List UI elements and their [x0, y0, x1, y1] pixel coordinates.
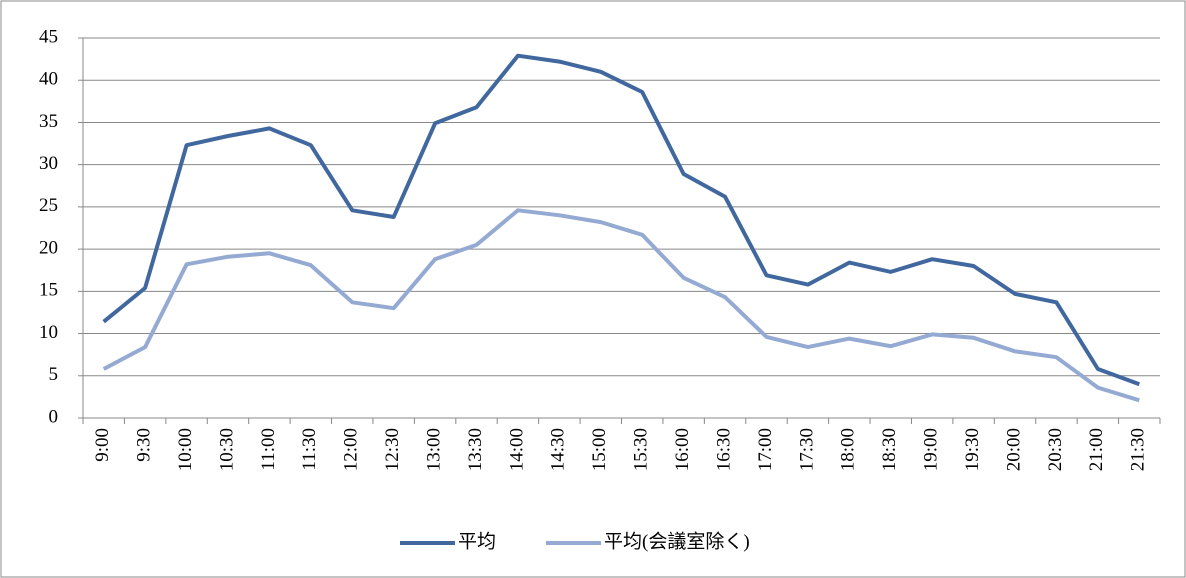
series-line	[102, 208, 1140, 403]
x-tick-label: 20:30	[1045, 428, 1066, 471]
x-tick-label: 13:00	[423, 428, 444, 471]
x-tick-label: 20:00	[1003, 428, 1024, 471]
x-tick-label: 18:30	[879, 428, 900, 471]
x-tick-label: 11:30	[299, 428, 320, 471]
x-tick-label: 12:30	[382, 428, 403, 471]
x-tick-label: 12:00	[341, 428, 362, 471]
x-tick-label: 11:00	[258, 428, 279, 471]
x-tick-label: 17:30	[796, 428, 817, 471]
y-tick-label: 40	[39, 69, 58, 90]
legend-label: 平均(会議室除く)	[604, 530, 750, 552]
x-tick-label: 14:30	[548, 428, 569, 471]
legend-label: 平均	[458, 530, 496, 552]
y-tick-label: 20	[39, 237, 58, 258]
x-tick-label: 18:00	[838, 428, 859, 471]
x-tick-label: 13:30	[465, 428, 486, 471]
x-tick-label: 21:30	[1128, 428, 1149, 471]
x-tick-label: 15:00	[589, 428, 610, 471]
y-tick-label: 25	[39, 195, 58, 216]
x-tick-label: 16:30	[713, 428, 734, 471]
x-tick-label: 10:30	[216, 428, 237, 471]
x-tick-label: 19:00	[921, 428, 942, 471]
y-tick-label: 30	[39, 153, 58, 174]
y-tick-label: 5	[49, 364, 59, 385]
x-tick-label: 21:00	[1086, 428, 1107, 471]
x-tick-label: 10:00	[175, 428, 196, 471]
x-tick-label: 9:30	[133, 428, 154, 462]
y-tick-label: 45	[39, 26, 58, 47]
x-tick-label: 9:00	[92, 428, 113, 462]
y-tick-label: 15	[39, 280, 58, 301]
y-tick-label: 0	[49, 406, 59, 427]
y-tick-label: 10	[39, 322, 58, 343]
x-tick-label: 14:00	[506, 428, 527, 471]
x-tick-label: 17:00	[755, 428, 776, 471]
x-tick-label: 16:00	[672, 428, 693, 471]
x-tick-label: 19:30	[962, 428, 983, 471]
series-line	[102, 53, 1140, 387]
y-tick-label: 35	[39, 111, 58, 132]
x-tick-label: 15:30	[631, 428, 652, 471]
